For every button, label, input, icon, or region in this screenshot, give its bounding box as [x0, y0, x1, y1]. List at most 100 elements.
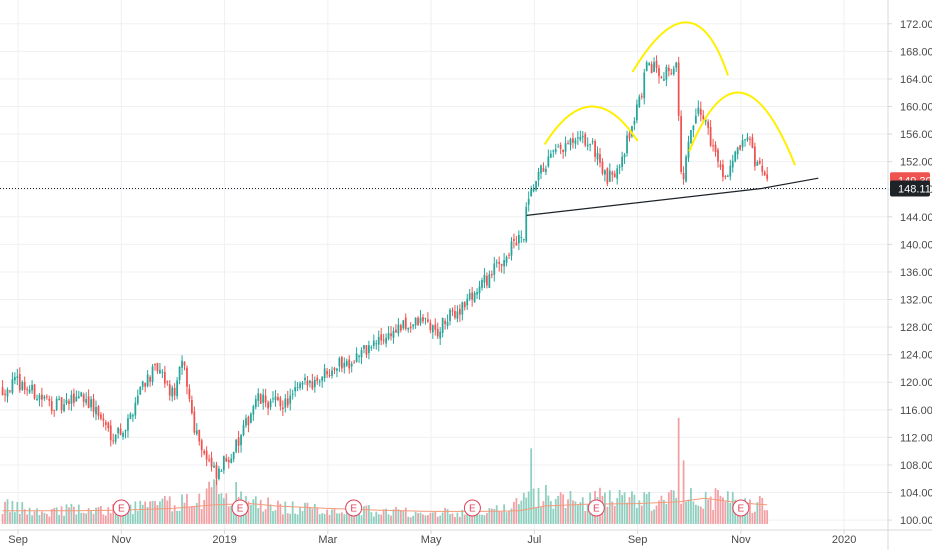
earnings-marker[interactable]: E	[587, 499, 605, 517]
volume-bar	[439, 515, 442, 524]
candle-body	[532, 188, 535, 192]
candle-body	[343, 362, 346, 368]
drawing-overlays[interactable]	[0, 21, 888, 216]
candle-body	[6, 389, 9, 397]
volume-bar	[95, 507, 97, 524]
volume-bar	[171, 511, 174, 524]
price-axis[interactable]: 100.00 104.00 108.00 112.00 116.00 120.00 124.…	[887, 0, 932, 550]
volume-bar	[540, 507, 542, 524]
candle-body	[402, 320, 405, 329]
volume-bar	[409, 517, 412, 524]
candle-body	[515, 242, 518, 246]
volume-bar	[584, 511, 587, 524]
earnings-marker[interactable]: E	[732, 499, 750, 517]
volume-bar	[336, 513, 338, 524]
volume-bar	[82, 512, 85, 524]
volume-bar	[26, 514, 29, 524]
line-price-tag-background	[890, 180, 930, 197]
candle-body	[311, 381, 314, 389]
volume-bar	[252, 499, 255, 524]
volume-bar	[141, 504, 144, 524]
candle-body	[618, 166, 621, 168]
volume-bar	[510, 508, 513, 524]
volume-bar	[655, 505, 658, 524]
candle-body	[414, 317, 417, 326]
price-tick-label: 112.00	[900, 432, 932, 444]
candle-body	[495, 262, 498, 264]
candle-body	[267, 402, 269, 409]
candle-body	[456, 311, 459, 319]
volume-bar	[48, 516, 51, 524]
volume-bar	[419, 512, 422, 524]
volume-bar	[547, 495, 550, 524]
candle-body	[640, 95, 643, 97]
earnings-marker[interactable]: E	[231, 499, 249, 517]
volume-bar	[257, 508, 260, 524]
candle-body	[505, 256, 508, 263]
candle-body	[100, 414, 102, 419]
volume-bar	[65, 504, 68, 524]
candle-body	[409, 326, 412, 329]
candle-body	[186, 367, 188, 387]
candle-body	[694, 115, 697, 124]
candle-body	[687, 141, 690, 159]
earnings-marker[interactable]: E	[345, 499, 363, 517]
volume-bar	[488, 508, 491, 524]
volume-bar	[604, 492, 606, 524]
candle-body	[599, 154, 601, 163]
time-axis[interactable]: Sep Nov 2019 Mar May Jul Sep Nov 2020	[0, 529, 932, 546]
volume-bar	[31, 515, 33, 524]
volume-bar	[375, 511, 378, 524]
earnings-label: E	[593, 504, 600, 515]
earnings-marker[interactable]: E	[463, 499, 481, 517]
candle-body	[535, 181, 537, 191]
candle-body	[559, 144, 562, 150]
candle-body	[390, 333, 392, 337]
volume-bar	[648, 491, 651, 524]
candle-body	[670, 73, 673, 75]
candle-body	[269, 400, 272, 408]
earnings-marker[interactable]: E	[112, 499, 130, 517]
volume-bar	[675, 497, 678, 524]
candle-body	[395, 329, 397, 333]
candle-body	[31, 384, 33, 391]
volume-bar	[321, 513, 324, 524]
candle-body	[18, 374, 21, 391]
volume-bar	[663, 500, 665, 524]
candle-body	[552, 150, 555, 152]
pattern-arc-left-shoulder[interactable]	[543, 105, 639, 145]
candle-body	[616, 168, 619, 179]
volume-bar	[370, 512, 373, 524]
volume-bar	[299, 507, 301, 524]
volume-bar	[468, 512, 471, 524]
candle-body	[731, 160, 734, 168]
candle-body	[382, 339, 385, 341]
pattern-arc-head[interactable]	[631, 21, 729, 76]
candle-body	[729, 165, 732, 177]
volume-bar	[21, 502, 24, 524]
volume-bar	[358, 510, 360, 524]
volume-bar	[208, 481, 210, 524]
line-price-tag[interactable]: 148.11	[890, 180, 931, 197]
earnings-circle	[587, 499, 605, 517]
volume-bar	[444, 507, 446, 524]
pattern-arc-right-shoulder[interactable]	[688, 91, 796, 166]
volume-bar	[621, 495, 624, 524]
candle-body	[707, 121, 710, 128]
candle-body	[368, 345, 370, 354]
volume-bar	[9, 512, 11, 524]
volume-bar	[672, 490, 675, 524]
volume-bar	[532, 488, 535, 524]
volume-bar	[306, 502, 309, 524]
candle-body	[626, 135, 628, 154]
candle-body	[227, 459, 230, 463]
candle-body	[326, 371, 328, 375]
volume-bar	[726, 491, 729, 524]
volume-bar	[328, 514, 331, 524]
candle-body	[554, 148, 557, 152]
earnings-label: E	[237, 504, 244, 515]
candle-body	[719, 164, 722, 168]
trend-line-neckline[interactable]	[526, 177, 819, 216]
